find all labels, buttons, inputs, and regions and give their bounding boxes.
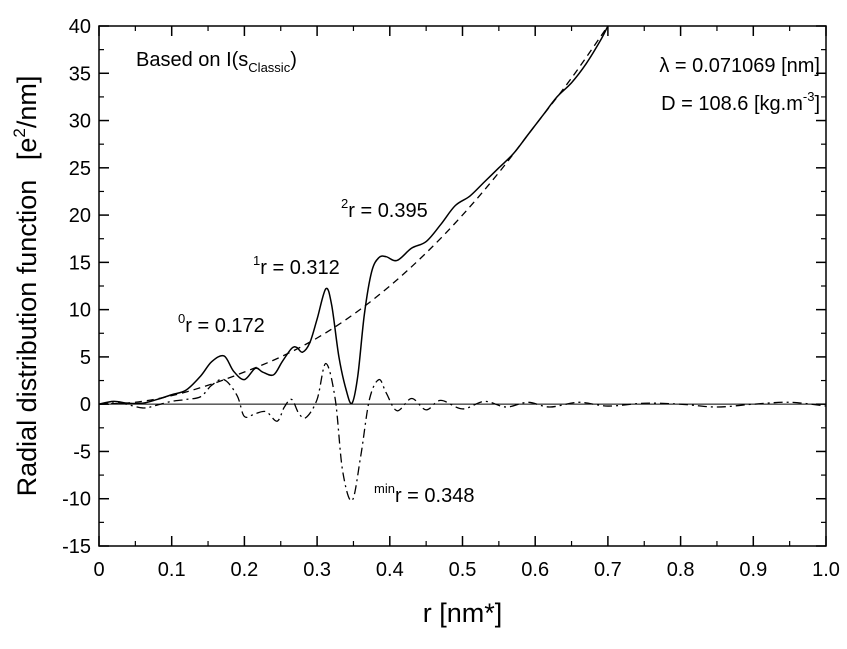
y-tick-label: -15 <box>62 536 91 558</box>
y-axis-label-unit-sup: 2 <box>10 128 29 137</box>
series-baseline-dashed <box>99 26 609 405</box>
annotation-peak-2-text: r = 0.395 <box>348 200 428 222</box>
x-tick-label: 0.7 <box>594 559 622 581</box>
annotation-based-on-suffix: ) <box>290 49 297 71</box>
x-tick-label: 0.1 <box>158 559 186 581</box>
y-tick-label: 0 <box>80 394 91 416</box>
annotation-minimum-text: r = 0.348 <box>395 485 475 507</box>
y-tick-label: 30 <box>69 111 91 133</box>
annotation-density: D = 108.6 [kg.m-3] <box>661 89 820 115</box>
annotation-minimum-sup: min <box>374 481 395 496</box>
annotation-peak-2: 2r = 0.395 <box>341 196 428 222</box>
x-tick-label: 0.2 <box>230 559 258 581</box>
x-tick-label: 0.4 <box>376 559 404 581</box>
y-tick-label: 35 <box>69 63 91 85</box>
ticks-layer: 0 0.1 0.2 0.3 0.4 0.5 0.6 0.7 0.8 0.9 1.0 -15 -10 -5 0… <box>62 16 840 581</box>
x-axis-label: r [nm*] <box>423 598 503 628</box>
annotation-based-on-prefix: Based on I(s <box>136 49 248 71</box>
annotation-peak-2-sup: 2 <box>341 196 348 211</box>
y-tick-label: 25 <box>69 158 91 180</box>
x-tick-label: 0 <box>93 559 104 581</box>
y-tick-label: 5 <box>80 347 91 369</box>
x-tick-label: 0.6 <box>521 559 549 581</box>
y-tick-label: -5 <box>73 441 91 463</box>
y-axis-label-unit-prefix: [e <box>12 138 42 161</box>
x-tick-label: 0.5 <box>449 559 477 581</box>
annotation-lambda: λ = 0.071069 [nm] <box>659 55 820 77</box>
x-tick-label: 1.0 <box>812 559 840 581</box>
y-axis-label-main: Radial distribution function <box>12 180 42 497</box>
y-tick-label: 15 <box>69 252 91 274</box>
x-tick-label: 0.8 <box>667 559 695 581</box>
annotation-density-prefix: D = 108.6 [kg.m <box>661 93 803 115</box>
annotation-peak-1: 1r = 0.312 <box>253 253 340 279</box>
annotation-peak-0-sup: 0 <box>178 311 185 326</box>
annotation-minimum: minr = 0.348 <box>374 481 474 507</box>
annotation-peak-0-text: r = 0.172 <box>185 315 265 337</box>
annotation-peak-0: 0r = 0.172 <box>178 311 265 337</box>
annotation-peak-1-text: r = 0.312 <box>260 257 340 279</box>
y-tick-label: 20 <box>69 205 91 227</box>
annotation-density-suffix: ] <box>814 93 820 115</box>
annotation-based-on: Based on I(sClassic) <box>136 49 297 75</box>
x-tick-label: 0.9 <box>739 559 767 581</box>
series-rdf-line <box>99 26 609 405</box>
annotation-density-sup: -3 <box>803 89 815 104</box>
series-layer <box>99 26 826 502</box>
y-axis-label: Radial distribution function [e2/nm] <box>10 76 42 497</box>
y-axis-label-unit-suffix: /nm] <box>12 76 42 129</box>
y-tick-label: 10 <box>69 300 91 322</box>
series-difference-dashdot <box>99 362 826 502</box>
annotation-based-on-sub: Classic <box>248 60 290 75</box>
x-tick-label: 0.3 <box>303 559 331 581</box>
y-tick-label: -10 <box>62 489 91 511</box>
y-tick-label: 40 <box>69 16 91 38</box>
annotation-peak-1-sup: 1 <box>253 253 260 268</box>
